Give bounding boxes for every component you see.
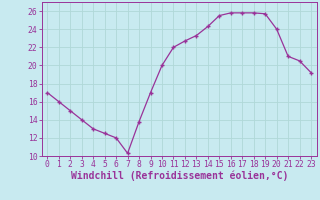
X-axis label: Windchill (Refroidissement éolien,°C): Windchill (Refroidissement éolien,°C)	[70, 171, 288, 181]
